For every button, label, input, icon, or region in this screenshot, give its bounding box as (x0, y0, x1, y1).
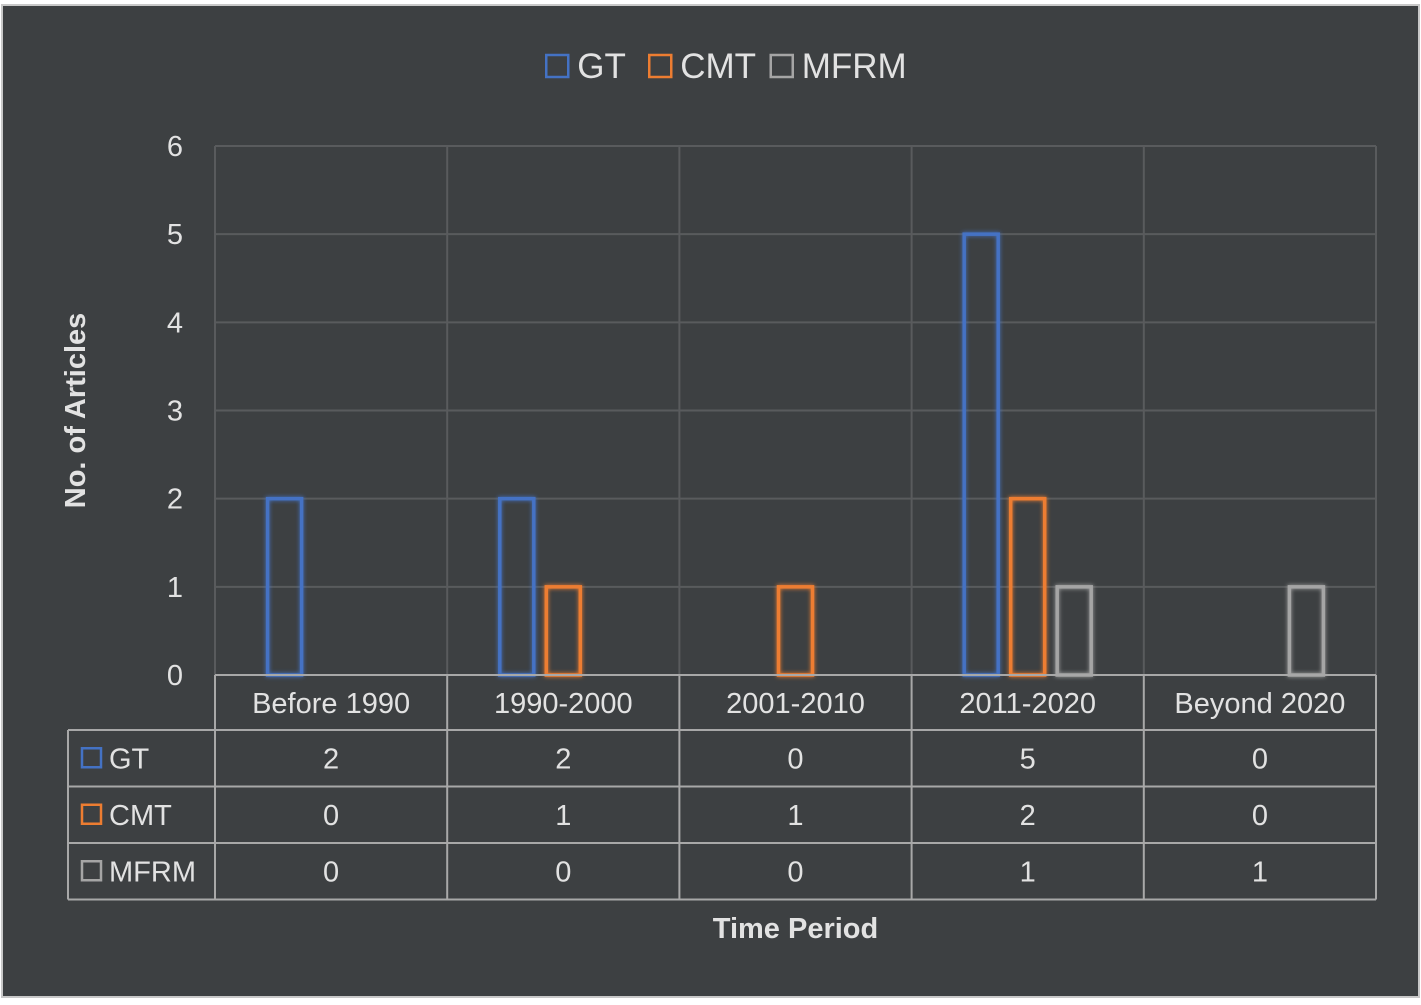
data-label: 0 (787, 743, 803, 775)
table-series-name: GT (109, 743, 150, 775)
legend-key-mfrm (769, 53, 794, 79)
y-tick-label: 1 (167, 572, 183, 604)
y-tick-label: 3 (167, 396, 183, 428)
legend-label: GT (577, 47, 626, 86)
data-label: 1 (1020, 856, 1036, 888)
y-tick-label: 4 (167, 307, 183, 339)
legend-label: MFRM (802, 47, 907, 86)
y-tick-label: 0 (167, 660, 183, 692)
data-label: 1 (787, 800, 803, 832)
x-tick-label: 2001-2010 (726, 688, 865, 720)
x-tick-label: 2011-2020 (959, 688, 1096, 720)
chart-background (1, 4, 1420, 998)
data-label: 5 (1020, 743, 1036, 775)
x-tick-label: Before 1990 (252, 688, 410, 720)
x-axis-label: Time Period (713, 913, 878, 945)
table-legend-key-cmt (80, 803, 103, 825)
data-label: 0 (1252, 800, 1268, 832)
data-label: 0 (1252, 743, 1268, 775)
data-label: 0 (555, 856, 571, 888)
data-table: Before 1990 1990-2000 2001-2010 2011-2020 Be… (67, 674, 1377, 901)
y-axis: 0 1 2 3 4 5 6 (167, 131, 183, 692)
y-tick-label: 6 (167, 131, 183, 163)
x-tick-label: Beyond 2020 (1174, 688, 1345, 720)
y-tick-label: 2 (167, 484, 183, 516)
y-tick-label: 5 (167, 219, 183, 251)
data-label: 0 (787, 856, 803, 888)
legend: GT CMT MFRM (545, 47, 907, 86)
data-label: 1 (1252, 856, 1268, 888)
data-label: 2 (555, 743, 571, 775)
data-label: 2 (1020, 800, 1036, 832)
legend-label: CMT (680, 47, 756, 86)
data-label: 0 (323, 856, 339, 888)
data-label: 0 (323, 800, 339, 832)
table-legend-key-gt (80, 747, 103, 769)
table-legend-key-mfrm (80, 860, 103, 882)
y-axis-label: No. of Articles (60, 313, 92, 509)
legend-key-gt (545, 53, 570, 79)
data-label: 2 (323, 743, 339, 775)
x-tick-label: 1990-2000 (494, 688, 633, 720)
data-label: 1 (555, 800, 571, 832)
table-series-name: MFRM (109, 856, 196, 888)
legend-key-cmt (648, 53, 673, 79)
table-series-name: CMT (109, 800, 172, 832)
